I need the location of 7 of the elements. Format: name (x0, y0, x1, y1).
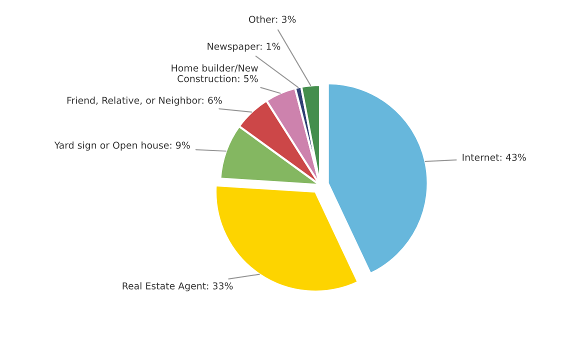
slice-label: Other: 3% (248, 16, 296, 23)
slice-label: Newspaper: 1% (208, 42, 280, 52)
slice-label: Friend, Relative, or Neighbor: 6% (67, 96, 222, 106)
slice-label: Home builder/New Construction: 5% (172, 64, 258, 82)
slice-label: Yard sign or Open house: 9% (54, 141, 190, 151)
slice-label: Real Estate Agent: 33% (122, 282, 233, 292)
slice-label: Internet: 43% (462, 154, 526, 161)
